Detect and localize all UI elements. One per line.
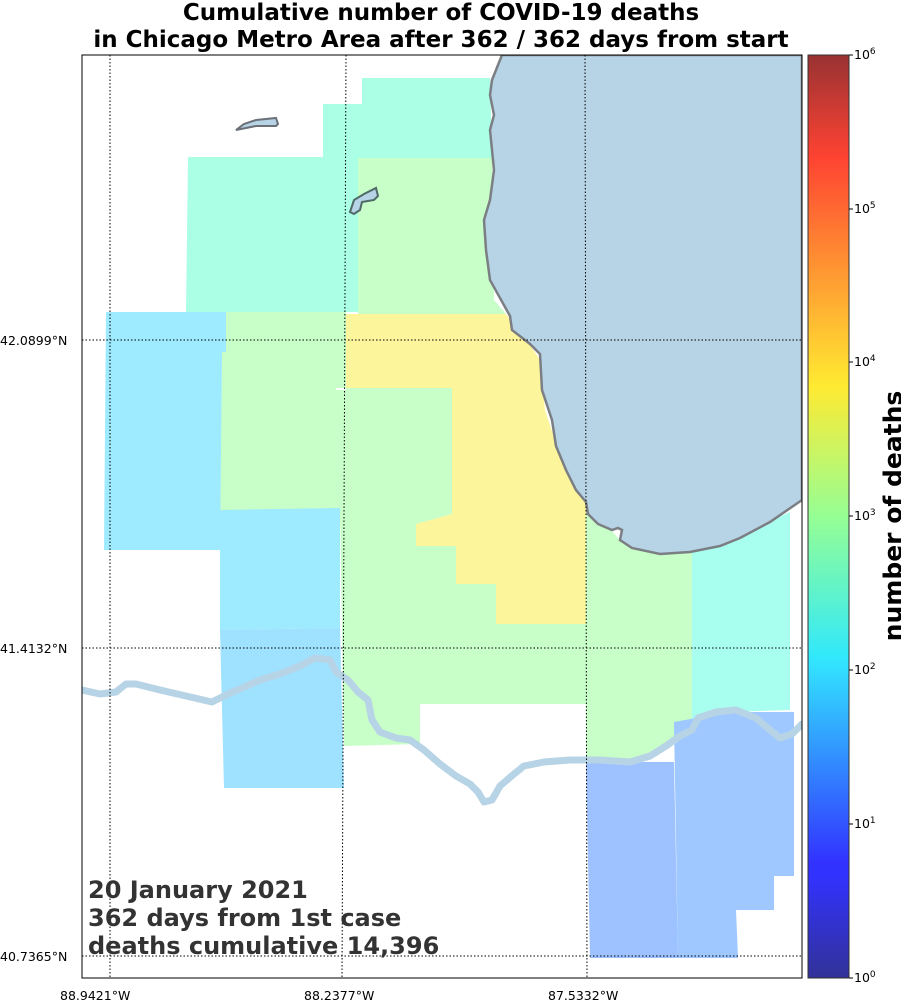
date-label: 20 January 2021 xyxy=(88,876,439,904)
county-kendall[interactable] xyxy=(220,508,340,630)
county-lasalle[interactable] xyxy=(220,628,344,788)
colorbar xyxy=(808,55,849,978)
lat-tick-label: 41.4132°N xyxy=(0,641,67,656)
county-newton[interactable] xyxy=(586,762,678,958)
county-kane-main[interactable] xyxy=(220,352,346,510)
colorbar-tick-label: 106 xyxy=(854,47,876,62)
deaths-label: deaths cumulative 14,396 xyxy=(88,932,439,960)
lat-tick-label: 42.0899°N xyxy=(0,333,67,348)
county-lake-inner[interactable] xyxy=(358,158,506,314)
colorbar-tick-label: 102 xyxy=(854,662,876,677)
county-mchenry[interactable] xyxy=(186,157,346,312)
colorbar-tick-label: 103 xyxy=(854,508,876,523)
colorbar-tick-label: 105 xyxy=(854,201,876,216)
colorbar-ticks xyxy=(849,55,853,978)
colorbar-tick-label: 100 xyxy=(854,970,876,985)
county-dekalb[interactable] xyxy=(104,312,226,550)
small-lake-1 xyxy=(236,118,278,130)
county-jasper[interactable] xyxy=(674,712,794,958)
county-dupage[interactable] xyxy=(346,388,452,524)
lat-tick-label: 40.7365°N xyxy=(0,949,67,964)
colorbar-tick-label: 101 xyxy=(854,816,876,831)
colorbar-label: number of deaths xyxy=(879,391,901,642)
days-label: 362 days from 1st case xyxy=(88,904,439,932)
county-layer xyxy=(82,55,802,978)
info-box: 20 January 2021 362 days from 1st case d… xyxy=(88,876,439,960)
colorbar-tick-label: 104 xyxy=(854,354,876,369)
